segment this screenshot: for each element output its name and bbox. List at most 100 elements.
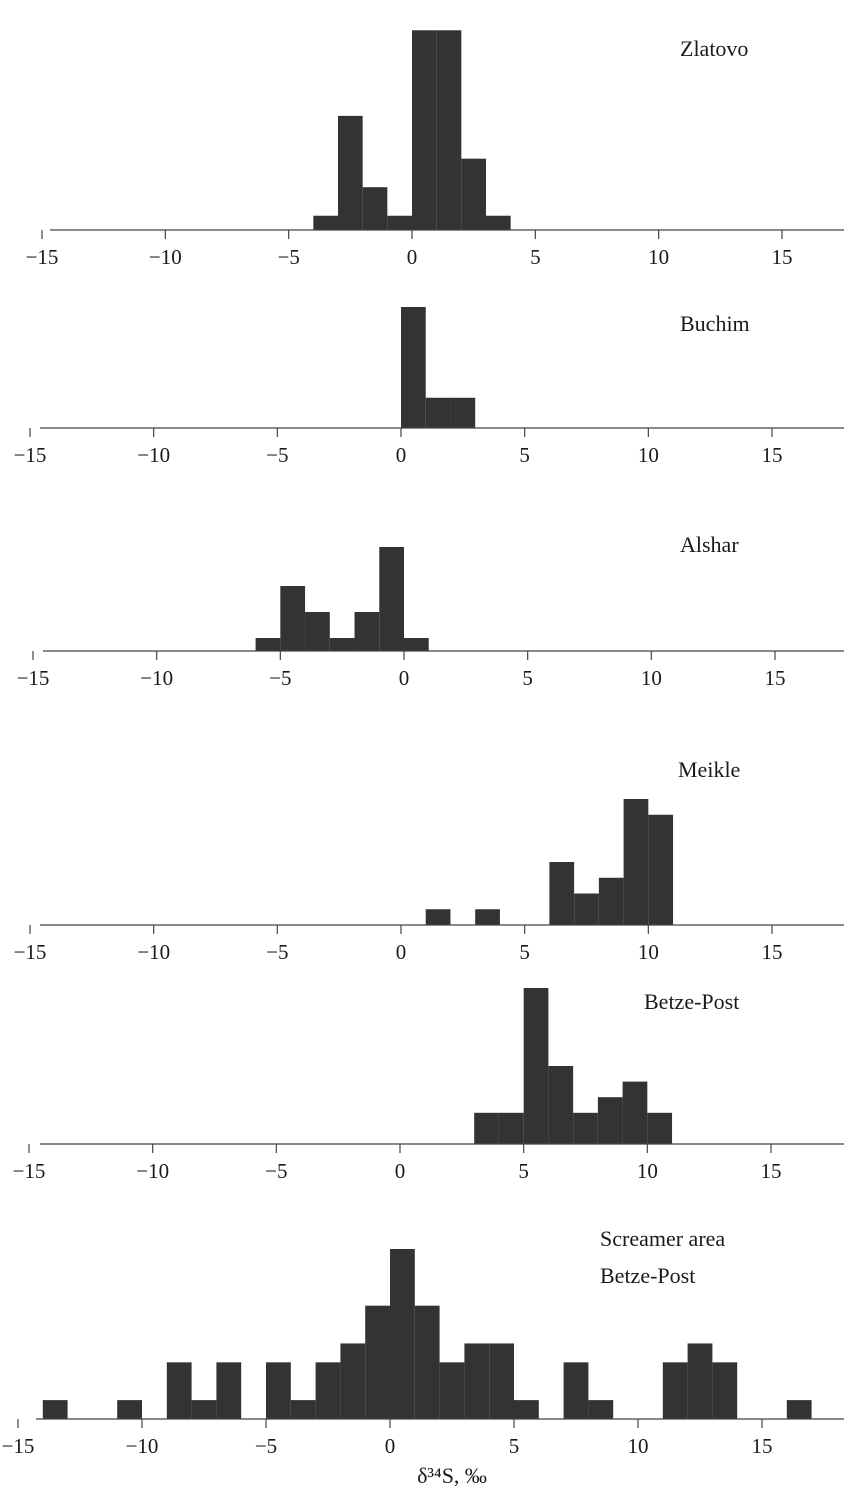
x-tick-label: −5: [266, 940, 288, 964]
x-tick-label: 5: [509, 1434, 520, 1458]
histogram-panel: −15 −10 −5 0 5 10 15 Buchim: [14, 307, 844, 467]
x-tick-label: 15: [752, 1434, 773, 1458]
histogram-bar: [414, 1305, 440, 1419]
histogram-bar: [489, 1343, 514, 1419]
histogram-bar: [340, 1343, 366, 1419]
histogram-bar: [662, 1362, 688, 1419]
histogram-bar: [412, 30, 437, 230]
panel-label: Betze-Post: [600, 1263, 695, 1288]
panel-label: Screamer area: [600, 1226, 725, 1251]
histogram-bar: [648, 814, 674, 925]
histogram-bar: [216, 1362, 242, 1419]
histogram-bar: [486, 215, 511, 230]
histogram-bar: [362, 187, 388, 230]
x-tick-label: 0: [407, 245, 418, 269]
histogram-bar: [514, 1400, 539, 1419]
histogram-bar: [475, 909, 500, 925]
x-tick-label: −15: [26, 245, 59, 269]
x-tick-label: −5: [255, 1434, 277, 1458]
x-axis-label: δ³⁴S, ‰: [417, 1463, 487, 1488]
histogram-bar: [313, 215, 338, 230]
x-tick-label: 0: [396, 443, 407, 467]
x-tick-label: −10: [137, 443, 170, 467]
panel-label: Buchim: [680, 311, 750, 336]
x-tick-label: 0: [399, 666, 410, 690]
histogram-bar: [266, 1362, 291, 1419]
histogram-bar: [404, 638, 429, 651]
histogram-bar: [379, 547, 404, 651]
x-tick-label: 0: [395, 1159, 406, 1183]
histogram-panel: −15 −10 −5 0 5 10 15 Zlatovo: [26, 30, 844, 269]
histogram-bar: [622, 1081, 648, 1144]
x-tick-label: 10: [638, 443, 659, 467]
histogram-bar: [166, 1362, 192, 1419]
histogram-bar: [712, 1362, 738, 1419]
histogram-bar: [117, 1400, 142, 1419]
histogram-bar: [548, 1066, 574, 1144]
histogram-bar: [439, 1362, 465, 1419]
x-tick-label: 10: [628, 1434, 649, 1458]
x-tick-label: −10: [137, 940, 170, 964]
histogram-panel: −15 −10 −5 0 5 10 15 Alshar: [17, 532, 844, 690]
histogram-bar: [338, 115, 363, 230]
histogram-bar: [280, 586, 306, 651]
histogram-bar: [387, 215, 412, 230]
x-tick-label: 10: [638, 940, 659, 964]
histogram-bar: [687, 1343, 713, 1419]
x-tick-label: 15: [765, 666, 786, 690]
x-tick-label: 0: [396, 940, 407, 964]
histogram-bar: [425, 397, 451, 428]
x-tick-label: −15: [17, 666, 50, 690]
x-tick-label: 5: [519, 940, 530, 964]
histogram-bar: [523, 988, 549, 1144]
histogram-bar: [315, 1362, 341, 1419]
x-tick-label: −5: [269, 666, 291, 690]
histogram-bar: [305, 612, 330, 651]
x-tick-label: 10: [648, 245, 669, 269]
histogram-bar: [255, 638, 281, 651]
histogram-bar: [461, 158, 486, 230]
histogram-bar: [436, 30, 462, 230]
histogram-bar: [573, 1112, 598, 1144]
x-tick-label: −5: [266, 443, 288, 467]
x-tick-label: −10: [126, 1434, 159, 1458]
histogram-bar: [647, 1112, 673, 1144]
histogram-bar: [598, 877, 624, 925]
histogram-bar: [549, 862, 575, 925]
x-tick-label: 15: [772, 245, 793, 269]
x-tick-label: −15: [14, 443, 47, 467]
histogram-bar: [623, 799, 649, 925]
x-tick-label: −10: [136, 1159, 169, 1183]
x-tick-label: 10: [637, 1159, 658, 1183]
histogram-bar: [574, 893, 599, 925]
x-tick-label: −10: [140, 666, 173, 690]
histogram-bar: [191, 1400, 217, 1419]
histogram-panel: −15 −10 −5 0 5 10 15 Screamer area Betze-Post δ³⁴…: [2, 1226, 844, 1488]
histogram-bar: [329, 638, 355, 651]
histogram-bar: [474, 1112, 499, 1144]
histogram-bar: [290, 1400, 316, 1419]
panel-label: Meikle: [678, 757, 740, 782]
x-tick-label: 5: [522, 666, 533, 690]
histogram-bar: [464, 1343, 490, 1419]
x-tick-label: 5: [519, 443, 530, 467]
panel-label: Betze-Post: [644, 989, 739, 1014]
x-tick-label: 15: [762, 940, 783, 964]
x-tick-label: −15: [14, 940, 47, 964]
x-tick-label: −5: [277, 245, 299, 269]
histogram-bar: [588, 1400, 614, 1419]
histogram-bar: [354, 612, 380, 651]
histogram-bar: [450, 397, 476, 428]
x-tick-label: 5: [518, 1159, 529, 1183]
histogram-bar: [425, 909, 451, 925]
histogram-bar: [597, 1097, 623, 1144]
x-tick-label: −10: [149, 245, 182, 269]
panel-label: Alshar: [680, 532, 739, 557]
histogram-bar: [498, 1112, 524, 1144]
histogram-bar: [401, 307, 426, 428]
x-tick-label: 15: [762, 443, 783, 467]
histogram-bar: [390, 1249, 415, 1419]
x-tick-label: −5: [265, 1159, 287, 1183]
x-tick-label: −15: [2, 1434, 35, 1458]
